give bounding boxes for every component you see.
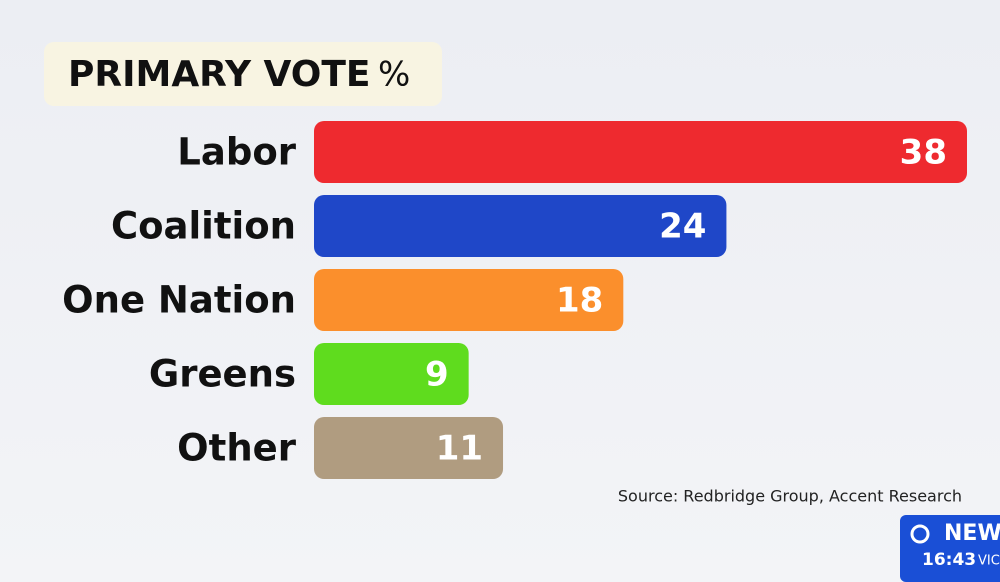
category-label: One Nation [62, 279, 296, 322]
badge-bg [900, 515, 1000, 582]
badge-label: NEWS [944, 521, 1000, 546]
category-label: Greens [149, 353, 296, 396]
category-label: Coalition [111, 205, 296, 248]
category-label: Labor [177, 131, 296, 174]
value-label: 24 [659, 207, 706, 247]
source: Source: Redbridge Group, Accent Research [618, 487, 962, 506]
value-label: 38 [900, 133, 947, 173]
bar [314, 269, 624, 331]
bar [314, 121, 967, 183]
news-badge: NEWS 16:43 VIC [900, 515, 1000, 582]
value-label: 11 [436, 429, 483, 469]
badge-region: VIC [978, 554, 1000, 569]
chart-title: PRIMARY VOTE [68, 54, 371, 95]
bar [314, 417, 504, 479]
title-box [44, 42, 442, 106]
badge-time: 16:43 [922, 550, 976, 570]
bar [314, 343, 469, 405]
category-label: Other [177, 427, 297, 470]
value-label: 18 [556, 281, 603, 321]
bar [314, 195, 727, 257]
badge-logo [910, 524, 930, 544]
value-label: 9 [425, 355, 449, 395]
unit: % [378, 55, 410, 95]
